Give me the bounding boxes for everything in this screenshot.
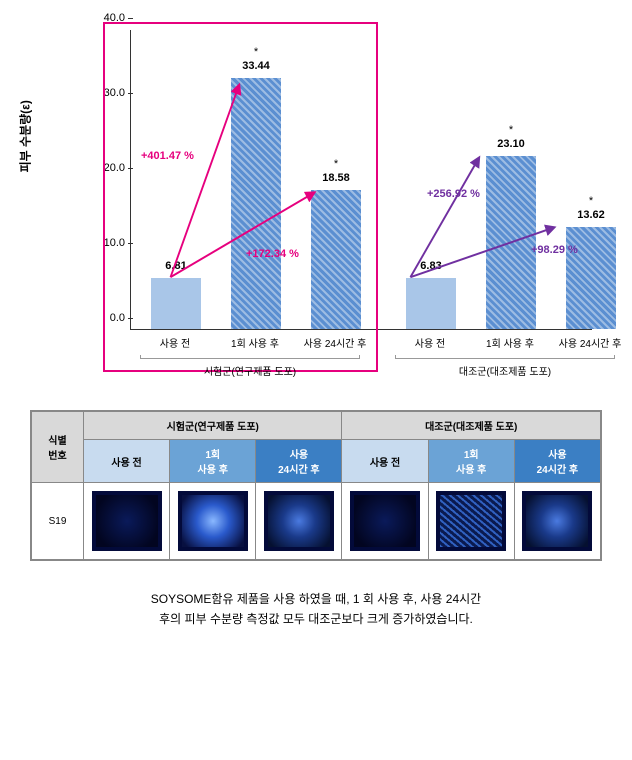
bar: *33.44 <box>231 78 281 329</box>
bar: *13.62 <box>566 227 616 329</box>
bar-value: 23.10 <box>497 138 525 150</box>
significance-star: * <box>509 124 513 136</box>
pct-label: +401.47 % <box>141 150 194 162</box>
sample-swatch-cell <box>342 483 428 560</box>
moisture-bar-chart: 피부 수분량(ε) 0.0 10.0 20.0 30.0 40.0 6.81*3… <box>30 20 602 380</box>
caption-line: 후의 피부 수분량 측정값 모두 대조군보다 크게 증가하였습니다. <box>50 609 582 629</box>
plot-area: 6.81*33.44*18.586.83*23.10*13.62 +401.47… <box>130 30 592 330</box>
bar: *18.58 <box>311 190 361 329</box>
caption: SOYSOME함유 제품을 사용 하였을 때, 1 회 사용 후, 사용 24시… <box>30 579 602 640</box>
sample-image-table: 식별 번호 시험군(연구제품 도포) 대조군(대조제품 도포) 사용 전1회 사… <box>30 410 602 561</box>
sample-swatch-cell <box>514 483 600 560</box>
y-tick: 30.0 <box>85 87 125 99</box>
sample-swatch-cell <box>428 483 514 560</box>
y-axis-label: 피부 수분량(ε) <box>17 100 34 172</box>
y-axis: 0.0 10.0 20.0 30.0 40.0 <box>85 30 125 330</box>
x-tick: 사용 전 <box>160 335 190 350</box>
table-group-header: 대조군(대조제품 도포) <box>342 412 601 440</box>
bar: 6.83 <box>406 278 456 329</box>
sample-swatch <box>178 491 248 551</box>
sample-swatch <box>92 491 162 551</box>
y-tick: 20.0 <box>85 162 125 174</box>
x-group-label: 대조군(대조제품 도포) <box>395 358 615 378</box>
table-corner: 식별 번호 <box>32 412 84 483</box>
sample-swatch <box>436 491 506 551</box>
sample-swatch-cell <box>170 483 256 560</box>
significance-star: * <box>334 158 338 170</box>
y-tick: 10.0 <box>85 237 125 249</box>
x-tick: 1회 사용 후 <box>486 335 534 350</box>
y-tick: 40.0 <box>85 12 125 24</box>
significance-star: * <box>589 195 593 207</box>
x-tick: 사용 24시간 후 <box>304 335 367 350</box>
x-tick: 사용 24시간 후 <box>559 335 622 350</box>
significance-star: * <box>254 46 258 58</box>
bar: 6.81 <box>151 278 201 329</box>
bar-value: 33.44 <box>242 60 270 72</box>
y-tick: 0.0 <box>85 312 125 324</box>
sample-swatch-cell <box>84 483 170 560</box>
bar-value: 13.62 <box>577 209 605 221</box>
sample-swatch <box>522 491 592 551</box>
sample-swatch-cell <box>256 483 342 560</box>
x-tick: 사용 전 <box>415 335 445 350</box>
table-col-header: 1회 사용 후 <box>170 440 256 483</box>
table-col-header: 사용 24시간 후 <box>256 440 342 483</box>
x-axis: 사용 전1회 사용 후사용 24시간 후사용 전1회 사용 후사용 24시간 후… <box>130 330 592 380</box>
table-col-header: 사용 24시간 후 <box>514 440 600 483</box>
pct-label: +98.29 % <box>531 244 578 256</box>
bar: *23.10 <box>486 156 536 329</box>
table-col-header: 사용 전 <box>84 440 170 483</box>
table-col-header: 사용 전 <box>342 440 428 483</box>
x-group-label: 시험군(연구제품 도포) <box>140 358 360 378</box>
sample-swatch <box>264 491 334 551</box>
sample-swatch <box>350 491 420 551</box>
bar-value: 18.58 <box>322 172 350 184</box>
caption-line: SOYSOME함유 제품을 사용 하였을 때, 1 회 사용 후, 사용 24시… <box>50 589 582 609</box>
row-id: S19 <box>32 483 84 560</box>
table-col-header: 1회 사용 후 <box>428 440 514 483</box>
x-tick: 1회 사용 후 <box>231 335 279 350</box>
table-group-header: 시험군(연구제품 도포) <box>84 412 342 440</box>
pct-label: +256.92 % <box>427 188 480 200</box>
bar-value: 6.81 <box>165 260 186 272</box>
pct-label: +172.34 % <box>246 248 299 260</box>
bar-value: 6.83 <box>420 260 441 272</box>
